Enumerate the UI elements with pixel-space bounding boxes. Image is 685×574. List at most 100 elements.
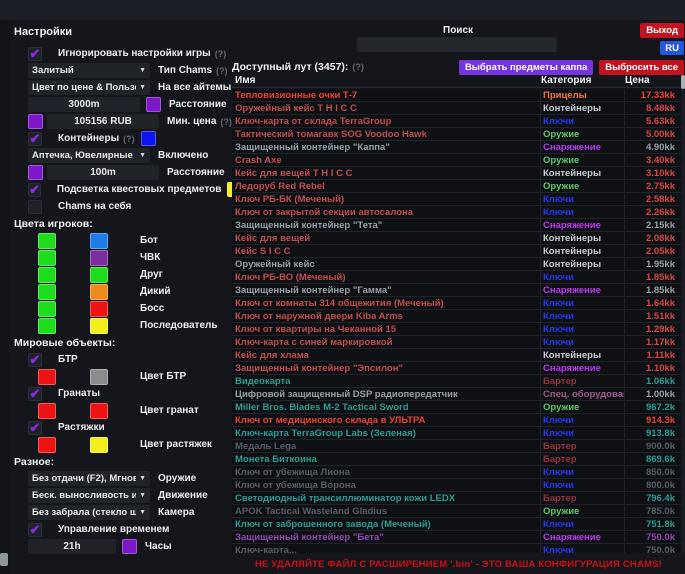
value-input[interactable]: [28, 97, 140, 112]
loot-table-row[interactable]: Оружейный кейс T H I C C Контейнеры 8.48kk: [232, 101, 681, 115]
exit-button[interactable]: Выход: [640, 23, 684, 38]
loot-table-row[interactable]: Защищенный контейнер "Тета" Снаряжение 2.1…: [232, 218, 681, 232]
settings-scrollbar-thumb[interactable]: [0, 553, 8, 566]
value-input[interactable]: [47, 114, 159, 129]
loot-table-row[interactable]: Ключ от квартиры на Чеканной 15 Ключи 1.29…: [232, 322, 681, 336]
loot-table-row[interactable]: Ключ-карта TerraGroup Labs (Зеленая) Ключ…: [232, 426, 681, 440]
column-header-category[interactable]: Категория: [541, 75, 592, 86]
select-kappa-items-button[interactable]: Выбрать предметы каппа: [458, 59, 594, 75]
loot-table-row[interactable]: Ледоруб Red Rebel Оружие 2.75kk: [232, 179, 681, 193]
input-color-swatch[interactable]: [28, 165, 43, 180]
input-color-swatch[interactable]: [28, 114, 43, 129]
loot-table-row[interactable]: Защищенный контейнер "Бета" Снаряжение 750…: [232, 530, 681, 544]
dropdown-select[interactable]: Без забрала (стекло шлема)▼: [28, 505, 150, 520]
loot-table-row[interactable]: APOK Tactical Wasteland Gladius Оружие 785…: [232, 504, 681, 518]
hidden-color-swatch[interactable]: [90, 232, 108, 249]
checkbox-checked[interactable]: ✔: [28, 352, 42, 367]
loot-table-row[interactable]: Ключ от заброшенного завода (Меченый) Клю…: [232, 517, 681, 531]
dropdown-select[interactable]: Без отдачи (F2), Мгновенное п▼: [28, 471, 150, 486]
loot-table-row[interactable]: Монета Биткоина Бартер 869.6k: [232, 452, 681, 466]
loot-table-row[interactable]: Видеокарта Бартер 1.06kk: [232, 374, 681, 388]
loot-table-row[interactable]: Тепловизионные очки Т-7 Прицелы 17.33kk: [232, 89, 681, 102]
visible-color-swatch[interactable]: [38, 283, 56, 300]
language-button[interactable]: RU: [660, 41, 684, 55]
visible-color-swatch[interactable]: [38, 249, 56, 266]
visible-color-swatch[interactable]: [38, 232, 56, 249]
loot-table-row[interactable]: Тактический томагавк SOG Voodoo Hawk Оруж…: [232, 127, 681, 141]
help-icon[interactable]: (?): [123, 133, 135, 144]
checkbox-checked[interactable]: ✔: [28, 420, 42, 435]
input-color-swatch[interactable]: [122, 539, 137, 554]
visible-color-swatch[interactable]: [38, 300, 56, 317]
loot-table-row[interactable]: Защищенный контейнер "Каппа" Снаряжение 4.…: [232, 140, 681, 154]
loot-table-row[interactable]: Ключ РБ-ВО (Меченый) Ключи 1.85kk: [232, 270, 681, 284]
loot-table-row[interactable]: Ключ от убежища Ворона Ключи 800.0k: [232, 478, 681, 492]
hidden-color-swatch[interactable]: [90, 300, 108, 317]
loot-table-row[interactable]: Защищенный контейнер "Эпсилон" Снаряжение…: [232, 361, 681, 375]
dropdown-select[interactable]: Беск. выносливость и нет уста▼: [28, 488, 150, 503]
value-input[interactable]: [47, 165, 159, 180]
loot-table-row[interactable]: Ключ от наружной двери Kiba Arms Ключи 1.5…: [232, 309, 681, 323]
loot-table-row[interactable]: Miller Bros. Blades M-2 Tactical Sword Ор…: [232, 400, 681, 414]
loot-table-row[interactable]: Ключ от закрытой секции автосалона Ключи 2…: [232, 205, 681, 219]
hidden-color-swatch[interactable]: [90, 266, 108, 283]
loot-scrollbar-thumb[interactable]: [681, 75, 685, 89]
loot-scrollbar[interactable]: [681, 75, 685, 553]
hidden-color-swatch[interactable]: [90, 249, 108, 266]
loot-table-row[interactable]: Ключ РБ-БК (Меченый) Ключи 2.58kk: [232, 192, 681, 206]
checkbox-checked[interactable]: ✔: [28, 522, 42, 537]
loot-item-price: 2.15kk: [645, 219, 675, 231]
column-header-name[interactable]: Имя: [235, 75, 256, 86]
help-icon[interactable]: (?): [216, 65, 228, 76]
loot-table-row[interactable]: Ключ-карта от склада TerraGroup Ключи 5.63…: [232, 114, 681, 128]
dropdown-value: Без отдачи (F2), Мгновенное п: [32, 473, 137, 484]
checkbox-unchecked[interactable]: ✔: [28, 199, 42, 214]
drop-all-button[interactable]: Выбросить все: [599, 59, 684, 75]
loot-table-row[interactable]: Ключ от убежища Лиона Ключи 850.0k: [232, 465, 681, 479]
loot-table-row[interactable]: Ключ от комнаты 314 общежития (Меченый) К…: [232, 296, 681, 310]
loot-table-row[interactable]: Защищенный контейнер "Гамма" Снаряжение 1.…: [232, 283, 681, 297]
hidden-color-swatch[interactable]: [90, 402, 108, 419]
visible-color-swatch[interactable]: [38, 436, 56, 453]
loot-table-row[interactable]: Ключ-карта... Ключи 750.0k: [232, 543, 681, 553]
loot-table-row[interactable]: Кейс для вещей T H I C C Контейнеры 3.10kk: [232, 166, 681, 180]
loot-item-name: Защищенный контейнер "Каппа": [232, 140, 541, 154]
dropdown-select[interactable]: Цвет по цене & Пользователь▼: [28, 80, 150, 95]
checkbox-color-swatch[interactable]: [140, 131, 156, 146]
loot-table-row[interactable]: Медаль Lega Бартер 900.0k: [232, 439, 681, 453]
value-input[interactable]: [28, 539, 116, 554]
setting-row-checkbox: ✔ Растяжки: [14, 420, 232, 435]
input-color-swatch[interactable]: [146, 97, 161, 112]
loot-table-row[interactable]: Светодиодный трансиллюминатор кожи LEDX Б…: [232, 491, 681, 505]
hidden-color-swatch[interactable]: [90, 436, 108, 453]
loot-item-name: Кейс S I C C: [232, 244, 541, 258]
checkbox-checked[interactable]: ✔: [28, 182, 41, 197]
dropdown-select[interactable]: Залитый ▼: [28, 63, 150, 78]
loot-table-row[interactable]: Ключ-карта с синей маркировкой Ключи 1.17k…: [232, 335, 681, 349]
visible-color-swatch[interactable]: [38, 266, 56, 283]
visible-color-swatch[interactable]: [38, 317, 56, 334]
dropdown-select[interactable]: Аптечка, Ювелирные и...▼: [28, 148, 150, 163]
loot-item-category: Контейнеры: [541, 244, 625, 258]
loot-table-row[interactable]: Crash Axe Оружие 3.40kk: [232, 153, 681, 167]
hidden-color-swatch[interactable]: [90, 368, 108, 385]
loot-help-icon[interactable]: (?): [352, 62, 364, 72]
hidden-color-swatch[interactable]: [90, 317, 108, 334]
visible-color-swatch[interactable]: [38, 402, 56, 419]
loot-table-row[interactable]: Ключ от медицинского склада в УЛЬТРА Ключ…: [232, 413, 681, 427]
loot-table-row[interactable]: Кейс S I C C Контейнеры 2.05kk: [232, 244, 681, 258]
loot-table-row[interactable]: Кейс для вещей Контейнеры 2.08kk: [232, 231, 681, 245]
checkbox-checked[interactable]: ✔: [28, 131, 42, 146]
column-header-price[interactable]: Цена: [625, 75, 650, 86]
hidden-color-swatch[interactable]: [90, 283, 108, 300]
help-icon[interactable]: (?): [214, 48, 227, 59]
loot-item-price: 3.40kk: [645, 154, 675, 166]
checkbox-checked[interactable]: ✔: [28, 46, 42, 61]
search-input[interactable]: [357, 37, 557, 52]
loot-table-row[interactable]: Кейс для хлама Контейнеры 1.11kk: [232, 348, 681, 362]
loot-table-row[interactable]: Оружейный кейс Контейнеры 1.95kk: [232, 257, 681, 271]
loot-table-row[interactable]: Цифровой защищенный DSP радиопередатчик С…: [232, 387, 681, 401]
checkbox-checked[interactable]: ✔: [28, 386, 42, 401]
visible-color-swatch[interactable]: [38, 368, 56, 385]
help-icon[interactable]: (?): [220, 116, 232, 127]
